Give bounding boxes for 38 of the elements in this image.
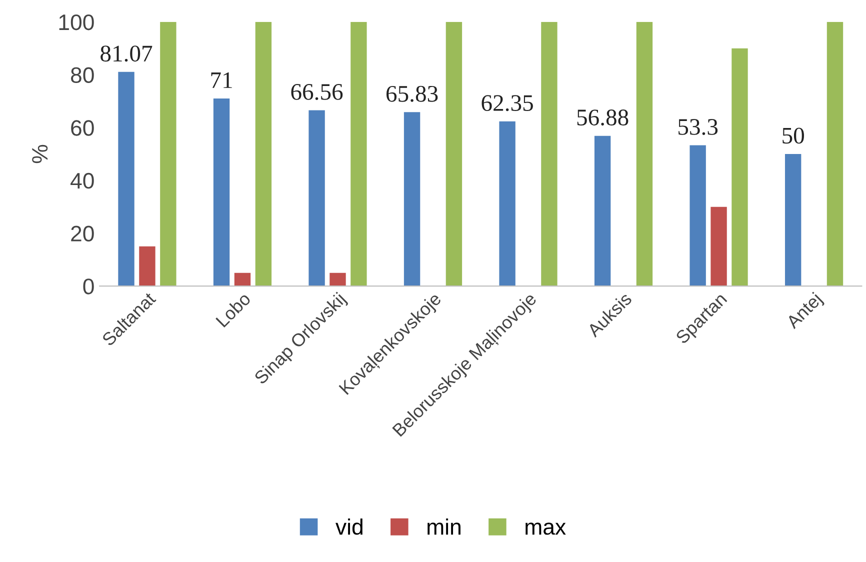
data-label: 66.56 <box>291 84 343 100</box>
bar <box>350 22 367 286</box>
bar <box>118 72 134 286</box>
y-tick-label: 0 <box>83 278 94 294</box>
bar <box>732 48 748 286</box>
y-tick-label: 100 <box>59 14 94 30</box>
data-label: 71 <box>211 72 232 88</box>
bar <box>308 110 325 286</box>
legend-label: vid <box>336 518 362 535</box>
bar <box>499 121 516 286</box>
bar <box>594 136 611 286</box>
bar <box>404 112 420 286</box>
bar <box>710 206 727 286</box>
data-label: 62.35 <box>482 95 533 112</box>
legend-label: min <box>428 518 460 535</box>
bar <box>541 22 558 286</box>
bar <box>636 22 653 286</box>
data-label: 56.88 <box>577 110 628 126</box>
data-label: 65.83 <box>386 86 438 102</box>
bar <box>160 22 176 286</box>
data-label: 53.3 <box>678 119 718 136</box>
bar <box>330 272 346 286</box>
data-label: 81.07 <box>100 46 152 62</box>
y-tick-label: 20 <box>71 226 94 242</box>
bar <box>213 98 230 286</box>
data-label: 50 <box>782 128 804 144</box>
y-axis-title: % <box>32 144 48 164</box>
bar <box>255 22 272 286</box>
y-tick-label: 60 <box>71 120 94 136</box>
bar <box>826 22 844 286</box>
y-tick-label: 40 <box>70 172 94 189</box>
bar <box>234 272 251 286</box>
y-tick-label: 80 <box>70 67 94 84</box>
bar <box>784 154 802 286</box>
legend-label: max <box>526 522 566 535</box>
bar <box>139 246 156 286</box>
bar <box>446 22 462 286</box>
bar <box>690 145 706 286</box>
